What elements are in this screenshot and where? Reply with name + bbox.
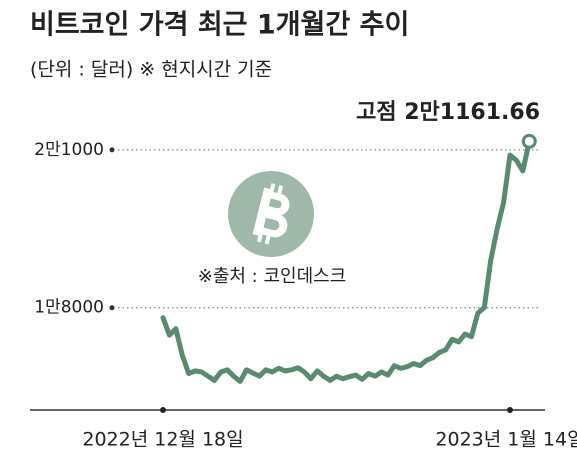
x-tick-mark bbox=[507, 407, 513, 413]
chart-subtitle: (단위 : 달러) ※ 현지시간 기준 bbox=[30, 59, 272, 81]
peak-marker bbox=[521, 133, 537, 149]
price-line bbox=[160, 138, 532, 384]
peak-annotation: 고점 2만1161.66 bbox=[356, 100, 540, 125]
x-tick-label: 2022년 12월 18일 bbox=[82, 429, 243, 451]
chart-title: 비트코인 가격 최근 1개월간 추이 bbox=[30, 10, 409, 41]
y-tick-mark bbox=[109, 147, 115, 153]
y-tick-label: 1만8000 bbox=[34, 298, 104, 318]
y-tick-mark bbox=[109, 305, 115, 311]
bitcoin-logo bbox=[228, 171, 314, 257]
source-note: ※출처 : 코인데스크 bbox=[198, 266, 347, 287]
x-tick-label: 2023년 1월 14일 bbox=[435, 429, 577, 451]
x-tick-mark bbox=[160, 407, 166, 413]
y-tick-label: 2만1000 bbox=[34, 140, 104, 160]
